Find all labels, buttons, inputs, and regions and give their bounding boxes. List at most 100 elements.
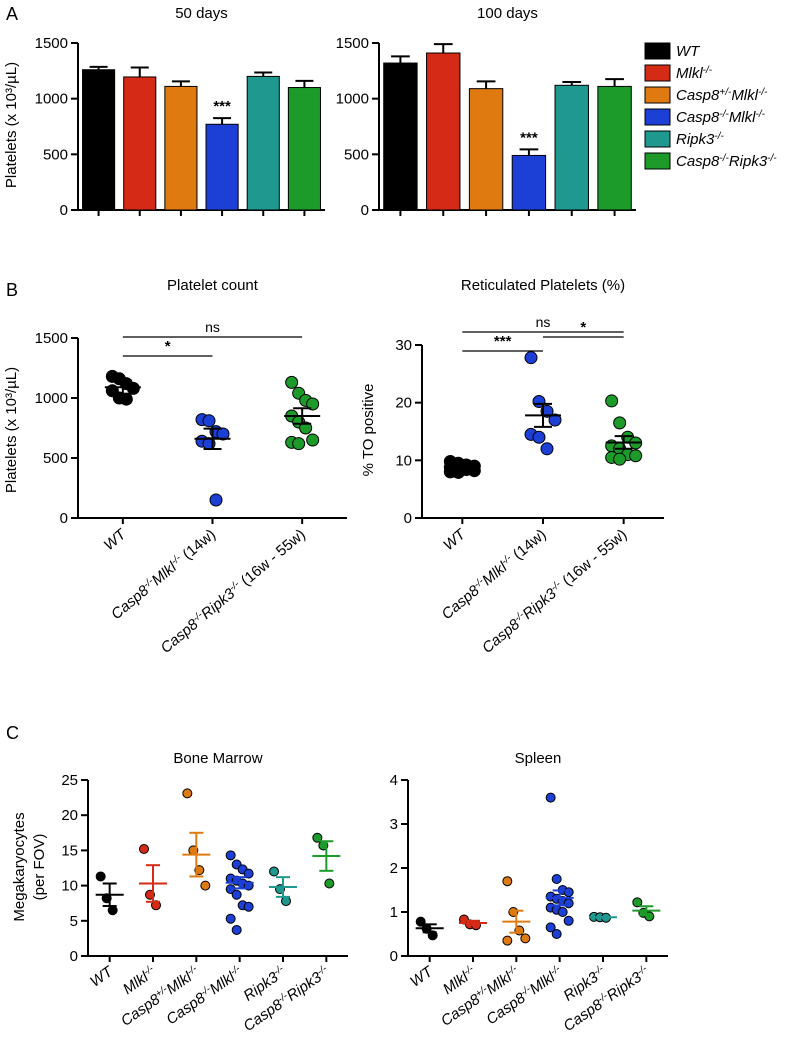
label-part: (16w - 55w) — [235, 526, 309, 592]
y-tick-label: 5 — [70, 913, 78, 930]
data-point-Casp8_Mlkl — [540, 442, 554, 456]
label-part: (16w - 55w) — [556, 526, 630, 592]
bar-Casp8_Mlkl — [205, 123, 239, 211]
a1-ylabel: Platelets (x 10³/µL) — [3, 62, 20, 188]
y-tick-label: 0 — [361, 202, 369, 219]
y-tick-label: 2 — [390, 860, 398, 877]
data-point-Casp8het_Mlkl — [200, 880, 211, 891]
bar-WT — [82, 69, 116, 211]
c1-ylabel-line2: (per FOV) — [31, 834, 48, 901]
y-tick-label: 1500 — [35, 35, 68, 52]
bar-Casp8_Ripk3 — [287, 87, 321, 211]
y-tick-label: 500 — [43, 146, 68, 163]
chart-title: Bone Marrow — [173, 750, 262, 767]
data-point-Casp8_Mlkl — [524, 351, 538, 365]
legend-label-Mlkl: Mlkl-/- — [676, 65, 713, 83]
chart-100-days: 0 500 1000 1500 100 days *** — [336, 5, 636, 219]
data-point-Casp8het_Mlkl — [520, 933, 531, 944]
data-point-Mlkl — [139, 843, 149, 854]
data-point-Casp8_Mlkl — [231, 924, 242, 935]
data-point-Casp8_Ripk3 — [299, 421, 313, 435]
data-point-Casp8_Mlkl — [243, 868, 254, 879]
c1-ylabel-line1: Megakaryocytes — [11, 812, 28, 921]
data-point-Casp8_Ripk3 — [292, 437, 306, 451]
data-point-Casp8_Ripk3 — [306, 433, 320, 447]
comparison-label: *** — [494, 333, 512, 350]
data-point-Casp8_Mlkl — [202, 414, 216, 428]
b2-ylabel: % TO positive — [360, 384, 377, 477]
y-tick-label: 1 — [390, 904, 398, 921]
chart-title: 100 days — [477, 5, 538, 22]
data-point-Casp8het_Mlkl — [182, 788, 193, 799]
data-point-Casp8_Ripk3 — [306, 397, 320, 411]
chart-title: Platelet count — [167, 277, 259, 294]
legend-swatch-Casp8het_Mlkl — [644, 86, 671, 104]
y-tick-label: 3 — [390, 816, 398, 833]
y-tick-label: 1000 — [35, 390, 68, 407]
label-part: WT — [440, 525, 470, 554]
y-tick-label: 4 — [390, 772, 398, 789]
chart-reticulated-platelets: 0 10 20 30 Reticulated Platelets (%) WT Casp8-… — [395, 277, 664, 657]
y-tick-label: 15 — [61, 842, 78, 859]
x-category-label: Casp8-/-Ripk3-/- (16w - 55w) — [157, 526, 309, 657]
y-tick-label: 20 — [61, 807, 78, 824]
data-point-Casp8_Mlkl — [216, 427, 230, 441]
label-part: WT — [407, 962, 437, 990]
bar-Casp8het_Mlkl — [468, 88, 504, 211]
legend-label-WT: WT — [676, 43, 701, 60]
x-category-label: WT — [440, 525, 470, 554]
legend-text: Mlkl — [676, 65, 703, 82]
x-category-label: WT — [407, 962, 437, 990]
genotype-legend: WTMlkl-/-Casp8+/-Mlkl-/-Casp8-/-Mlkl-/-R… — [644, 42, 777, 170]
bar-Mlkl — [123, 76, 157, 211]
legend-label-Casp8_Mlkl: Casp8-/-Mlkl-/- — [676, 109, 766, 127]
data-point-Casp8_Ripk3 — [324, 878, 335, 889]
legend-superscript: -/- — [755, 109, 765, 120]
x-category-label: WT — [101, 525, 131, 554]
y-tick-label: 0 — [60, 510, 68, 527]
bar-Ripk3 — [554, 84, 589, 211]
chart-title: 50 days — [175, 5, 228, 22]
comparison-label: * — [580, 319, 586, 336]
data-point-WT — [107, 905, 118, 916]
label-part: WT — [87, 962, 117, 990]
y-tick-label: 1000 — [35, 91, 68, 108]
legend-text: Ripk3 — [729, 153, 768, 170]
legend-text: Casp8 — [676, 87, 720, 104]
data-point-Casp8_Mlkl — [545, 922, 556, 933]
b1-ylabel: Platelets (x 10³/µL) — [3, 367, 20, 493]
y-tick-label: 0 — [404, 510, 412, 527]
legend-swatch-Casp8_Mlkl — [644, 108, 671, 126]
data-point-Casp8_Ripk3 — [312, 832, 323, 843]
panel-a-label: A — [6, 4, 18, 24]
data-point-Casp8het_Mlkl — [502, 876, 513, 887]
data-point-Casp8_Ripk3 — [632, 897, 643, 908]
legend-text: Casp8 — [676, 153, 720, 170]
data-point-Casp8_Mlkl — [243, 901, 254, 912]
legend-label-Casp8het_Mlkl: Casp8+/-Mlkl-/- — [676, 87, 768, 105]
y-tick-label: 1500 — [336, 35, 369, 52]
data-point-WT — [95, 871, 106, 882]
x-category-label: Casp8-/-Ripk3-/- (16w - 55w) — [479, 526, 631, 657]
data-point-Casp8_Mlkl — [548, 413, 562, 427]
data-point-Casp8_Mlkl — [557, 907, 568, 917]
legend-text: Ripk3 — [676, 131, 715, 148]
data-point-Casp8_Ripk3 — [613, 416, 627, 430]
data-point-Casp8_Ripk3 — [285, 375, 299, 389]
y-tick-label: 1500 — [35, 330, 68, 347]
significance-label: *** — [213, 98, 231, 115]
y-tick-label: 1000 — [336, 91, 369, 108]
data-point-Casp8_Mlkl — [545, 792, 556, 803]
data-point-WT — [126, 381, 140, 395]
legend-superscript: +/- — [719, 87, 732, 98]
data-point-Ripk3 — [281, 896, 291, 907]
data-point-Casp8_Mlkl — [209, 493, 223, 507]
legend-superscript: -/- — [703, 65, 713, 76]
comparison-label: ns — [536, 314, 551, 330]
data-point-Casp8_Ripk3 — [629, 449, 643, 463]
data-point-Casp8_Mlkl — [563, 887, 574, 898]
legend-superscript: -/- — [758, 87, 768, 98]
